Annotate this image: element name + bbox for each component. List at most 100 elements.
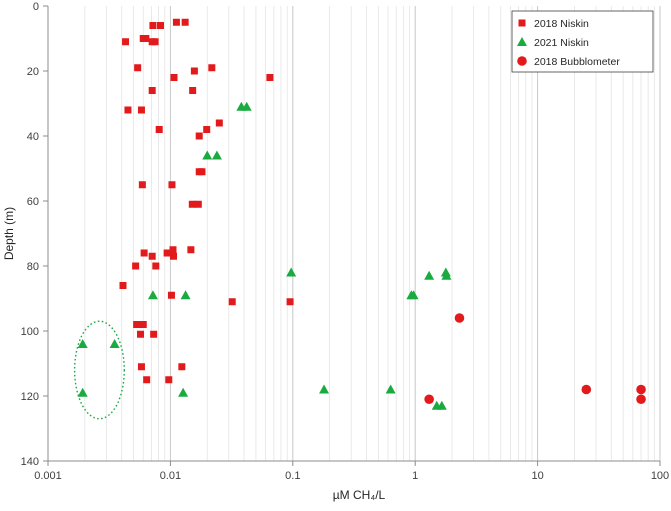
data-point (215, 119, 223, 127)
data-point (119, 282, 127, 289)
data-point (203, 126, 211, 133)
data-point (149, 22, 157, 29)
data-point (77, 339, 88, 348)
y-tick-label: 100 (21, 326, 39, 338)
data-point (156, 22, 164, 29)
data-point (152, 262, 160, 270)
data-point (170, 74, 178, 81)
data-point (134, 64, 142, 72)
data-point (202, 150, 213, 160)
legend-label: 2021 Niskin (534, 37, 589, 49)
data-point (137, 330, 145, 338)
x-tick-label: 1 (412, 470, 418, 482)
y-tick-label: 140 (21, 456, 39, 468)
data-point (319, 384, 330, 394)
data-point (424, 270, 435, 280)
data-point (198, 168, 206, 176)
data-point (190, 67, 198, 75)
data-point (137, 106, 145, 114)
data-point (187, 246, 195, 254)
x-tick-label: 10 (531, 470, 543, 482)
data-point (178, 363, 186, 371)
legend-marker (518, 19, 526, 27)
annotations (73, 320, 125, 420)
data-point (454, 313, 465, 323)
data-point (581, 384, 592, 395)
y-tick-label: 80 (27, 261, 39, 273)
legend-box (511, 10, 654, 73)
x-tick-label: 0.01 (160, 470, 181, 482)
x-tick-label: 0.001 (34, 470, 62, 482)
data-point (165, 376, 173, 384)
x-tick-label: 0.1 (285, 470, 300, 482)
data-point (168, 181, 176, 189)
y-tick-label: 60 (27, 196, 39, 208)
data-point (181, 18, 189, 26)
data-point (169, 246, 177, 254)
data-point (139, 321, 147, 328)
data-point (408, 290, 419, 300)
data-point (228, 298, 236, 306)
data-point (122, 38, 130, 46)
data-point (138, 181, 146, 189)
data-point (180, 290, 191, 300)
x-axis-title: µM CH₄/L (333, 488, 386, 502)
gridlines (84, 6, 661, 461)
data-point (286, 267, 297, 277)
y-tick-label: 120 (21, 391, 39, 403)
data-point (142, 35, 150, 42)
data-point (167, 291, 175, 299)
highlight-ellipse (73, 320, 125, 420)
data-point (137, 363, 145, 371)
data-point (151, 38, 159, 46)
data-point (194, 200, 202, 208)
series-square (119, 18, 294, 384)
data-point (211, 150, 222, 160)
data-point (286, 298, 294, 306)
y-tick-label: 20 (27, 66, 39, 78)
series-triangle (77, 101, 452, 410)
axes: 0 20 40 60 80 100 120 140 0.001 0.01 0.1 1 10 100 (21, 1, 670, 482)
data-point (132, 262, 140, 270)
data-point (77, 387, 88, 397)
data-point (189, 87, 197, 94)
data-point (241, 101, 252, 111)
data-point (636, 394, 646, 405)
data-point (169, 252, 177, 260)
data-point (195, 132, 203, 140)
data-point (188, 200, 196, 208)
legend-label: 2018 Bubblometer (534, 56, 620, 68)
legend-label: 2018 Niskin (534, 18, 589, 30)
data-point (133, 321, 141, 328)
y-tick-label: 40 (27, 131, 39, 143)
x-tick-label: 100 (651, 470, 669, 482)
legend-marker (517, 37, 527, 46)
data-point (148, 87, 156, 94)
data-point (150, 330, 158, 338)
data-point (178, 387, 189, 397)
data-point (124, 106, 132, 114)
data-point (172, 18, 180, 26)
data-point (636, 384, 646, 395)
data-point (208, 64, 216, 72)
data-point (140, 249, 148, 257)
legend: 2018 Niskin 2021 Niskin 2018 Bubblometer (511, 10, 654, 73)
data-point (424, 394, 434, 405)
data-point (147, 290, 158, 300)
data-point (385, 384, 396, 394)
data-point (143, 376, 151, 384)
series-circle (424, 313, 646, 405)
data-point (441, 270, 452, 280)
data-point (155, 126, 163, 133)
data-point (266, 74, 274, 81)
data-point (163, 249, 171, 257)
legend-marker (517, 56, 527, 66)
y-tick-label: 0 (33, 1, 39, 13)
data-point (436, 400, 447, 410)
data-point (109, 339, 120, 348)
y-axis-title: Depth (m) (2, 207, 16, 260)
data-marks (77, 18, 646, 410)
data-point (148, 252, 156, 260)
